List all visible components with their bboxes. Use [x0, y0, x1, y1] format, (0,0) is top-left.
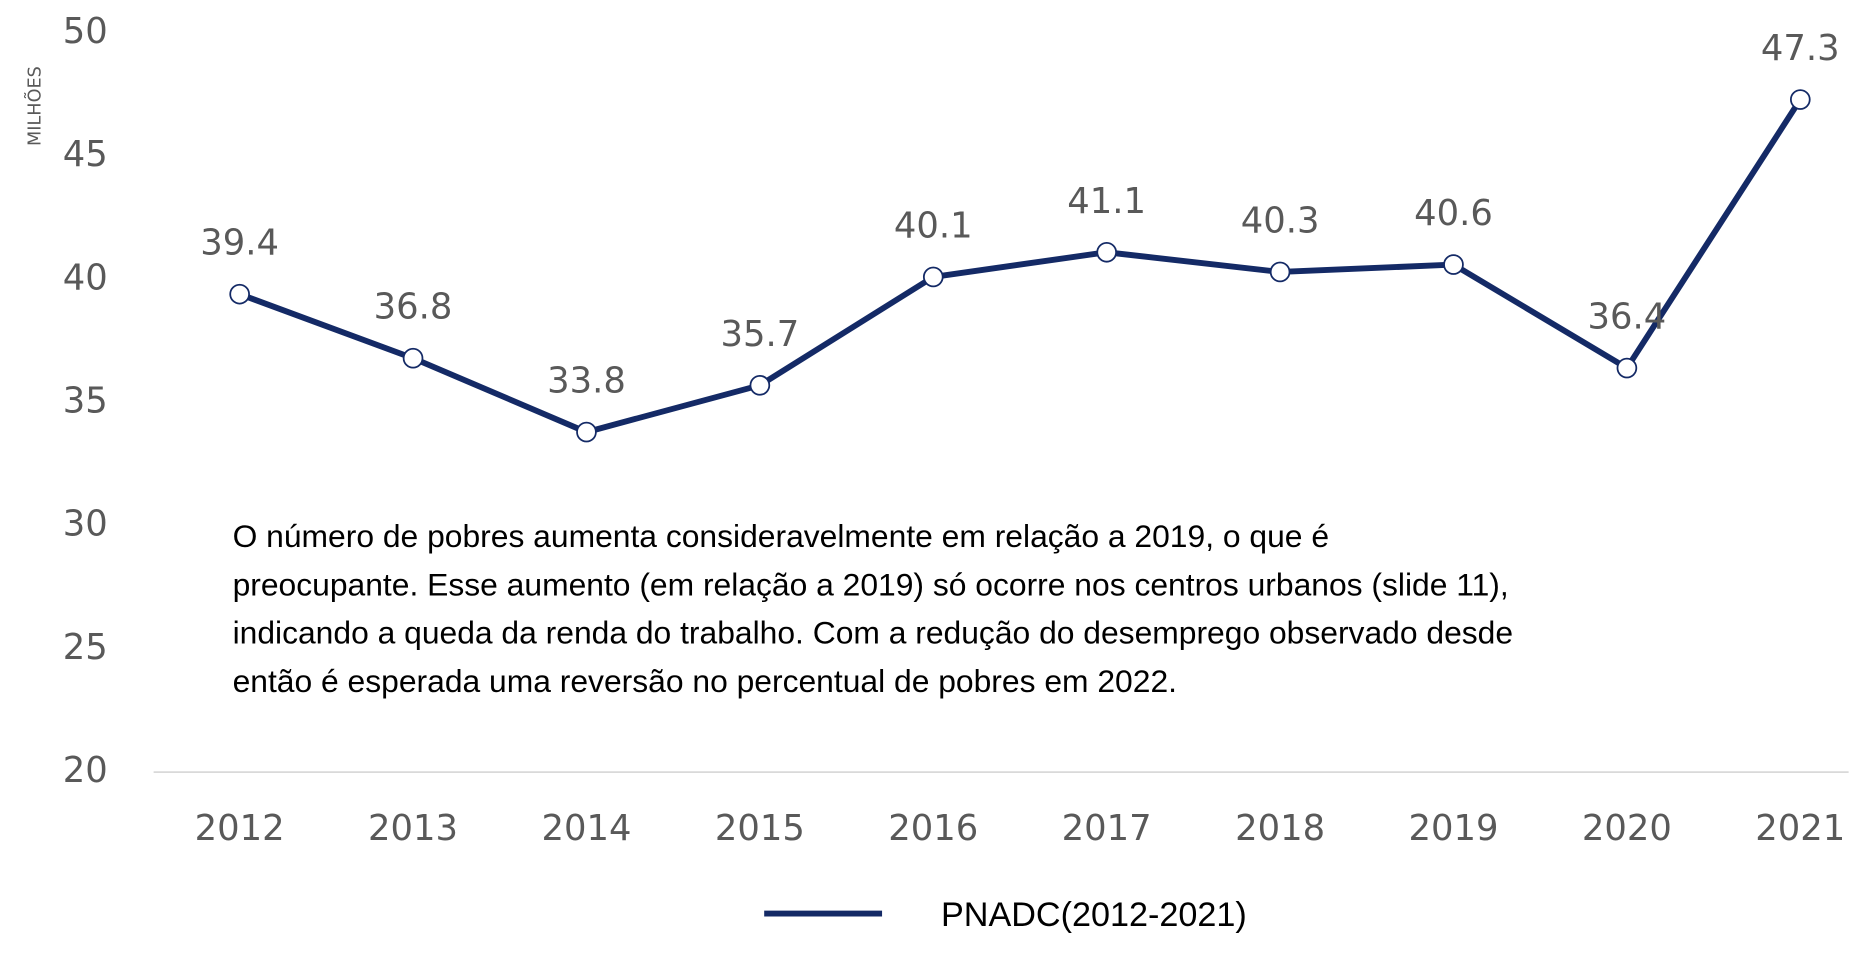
legend-label: PNADC(2012-2021)	[941, 896, 1247, 934]
line	[238, 97, 1803, 436]
data-label: 35.7	[721, 314, 800, 355]
x-tick-label: 2020	[1582, 808, 1672, 849]
marker	[229, 283, 250, 305]
marker	[1789, 89, 1811, 110]
data-label: 36.4	[1588, 297, 1667, 338]
y-tick-label: 30	[63, 504, 108, 545]
marker	[1616, 357, 1638, 379]
annotation: preocupante. Esse aumento (em relação a …	[233, 566, 1509, 602]
x-tick-label: 2021	[1755, 808, 1845, 849]
annotation: então é esperada uma reversão no percent…	[233, 663, 1177, 699]
data-label: 41.1	[1067, 181, 1146, 222]
y-tick-label: 35	[63, 381, 108, 422]
data-label: 40.6	[1414, 193, 1493, 234]
marker	[1096, 241, 1117, 263]
y-tick-label: 20	[63, 750, 108, 791]
data-label: 39.4	[200, 223, 279, 264]
marker	[1269, 261, 1291, 283]
x-tick-label: 2017	[1062, 808, 1152, 849]
data-label: 47.3	[1761, 28, 1840, 69]
data-label: 40.1	[894, 205, 973, 246]
x-tick-label: 2015	[715, 808, 805, 849]
x-tick-label: 2012	[195, 808, 285, 849]
data-label: 40.3	[1241, 200, 1320, 241]
marker	[922, 266, 944, 288]
marker	[402, 347, 424, 369]
annotation: indicando a queda da renda do trabalho. …	[233, 615, 1513, 651]
x-tick-label: 2013	[368, 808, 458, 849]
data-label: 33.8	[547, 361, 626, 402]
x-tick-label: 2016	[888, 808, 978, 849]
y-tick-label: 25	[63, 627, 108, 668]
data-label: 36.8	[374, 287, 453, 328]
annotation: O número de pobres aumenta consideravelm…	[233, 518, 1329, 554]
x-tick-label: 2018	[1235, 808, 1325, 849]
marker	[1443, 254, 1464, 275]
marker	[576, 421, 597, 443]
y-axis-label: MILHÕES	[24, 66, 46, 146]
y-tick-label: 45	[63, 134, 108, 175]
y-tick-label: 40	[63, 257, 108, 298]
x-tick-label: 2014	[541, 808, 631, 849]
y-tick-label: 50	[63, 11, 108, 52]
x-tick-label: 2019	[1408, 808, 1498, 849]
marker	[749, 374, 771, 396]
